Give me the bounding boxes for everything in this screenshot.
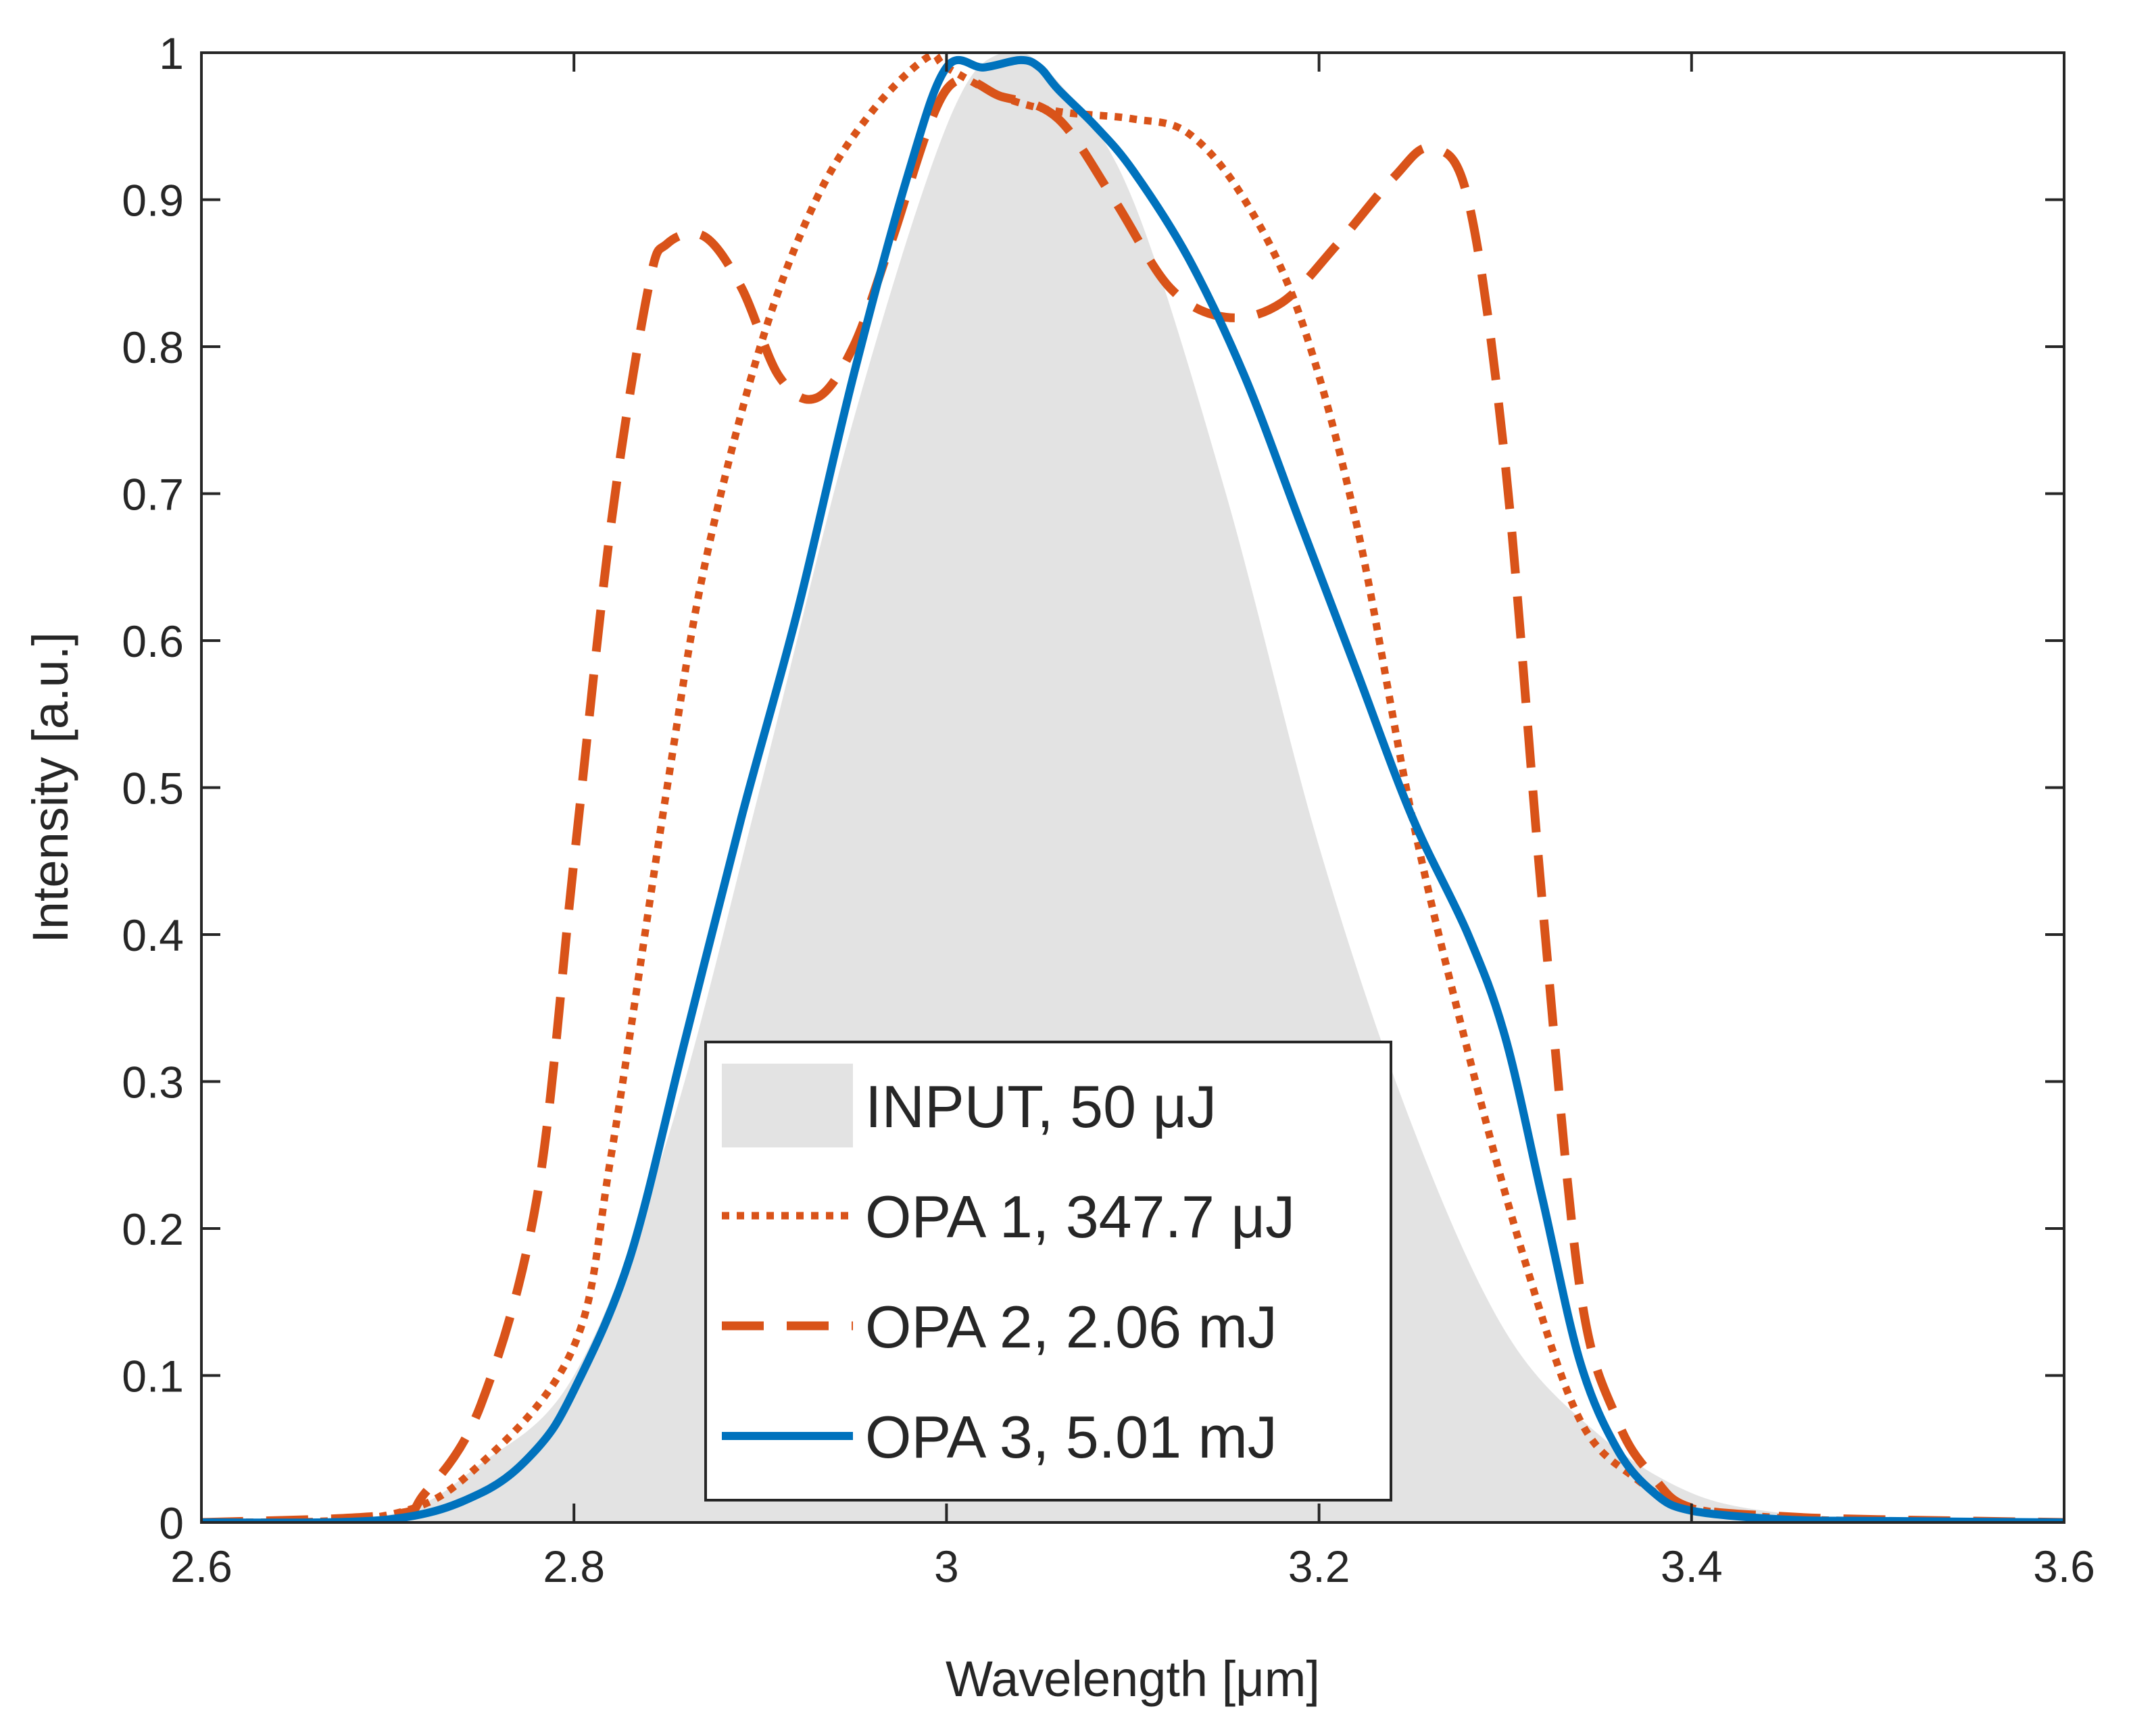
legend-swatch-1	[722, 1064, 853, 1147]
y-tick-label: 0.4	[122, 910, 184, 960]
legend-label-3: OPA 2, 2.06 mJ	[865, 1293, 1277, 1360]
x-tick-label: 2.8	[543, 1541, 605, 1591]
y-tick-label: 0.6	[122, 616, 184, 666]
y-tick-label: 0.2	[122, 1204, 184, 1254]
legend-label-4: OPA 3, 5.01 mJ	[865, 1404, 1277, 1470]
y-tick-label: 0.1	[122, 1351, 184, 1402]
x-tick-label: 2.6	[170, 1541, 233, 1591]
plot-area	[201, 53, 2064, 1522]
legend-label-2: OPA 1, 347.7 μJ	[865, 1183, 1295, 1250]
y-tick-label: 0.7	[122, 470, 184, 520]
x-tick-label: 3	[934, 1541, 959, 1591]
y-axis-title: Intensity [a.u.]	[22, 632, 78, 943]
y-tick-label: 0.9	[122, 176, 184, 226]
y-tick-label: 0.5	[122, 764, 184, 814]
series-4-line	[201, 55, 2064, 1522]
series-3-line	[201, 74, 2064, 1522]
y-tick-label: 0	[159, 1498, 184, 1548]
legend: INPUT, 50 μJ OPA 1, 347.7 μJ OPA 2, 2.06 m…	[704, 1041, 1392, 1502]
x-axis-title: Wavelength [μm]	[946, 1651, 1320, 1707]
axes: 2.6 2.8 3 3.2 3.4 3.6 0 0.1 0.2 0.3 0.4 0.5 0.6 0.7 0.…	[122, 28, 2095, 1591]
y-tick-label: 1	[159, 28, 184, 78]
legend-label-1: INPUT, 50 μJ	[865, 1073, 1217, 1140]
x-tick-label: 3.6	[2033, 1541, 2095, 1591]
series-1-area	[201, 53, 2064, 1522]
x-tick-label: 3.4	[1661, 1541, 1723, 1591]
x-tick-label: 3.2	[1288, 1541, 1350, 1591]
y-tick-label: 0.3	[122, 1058, 184, 1108]
y-tick-label: 0.8	[122, 322, 184, 372]
